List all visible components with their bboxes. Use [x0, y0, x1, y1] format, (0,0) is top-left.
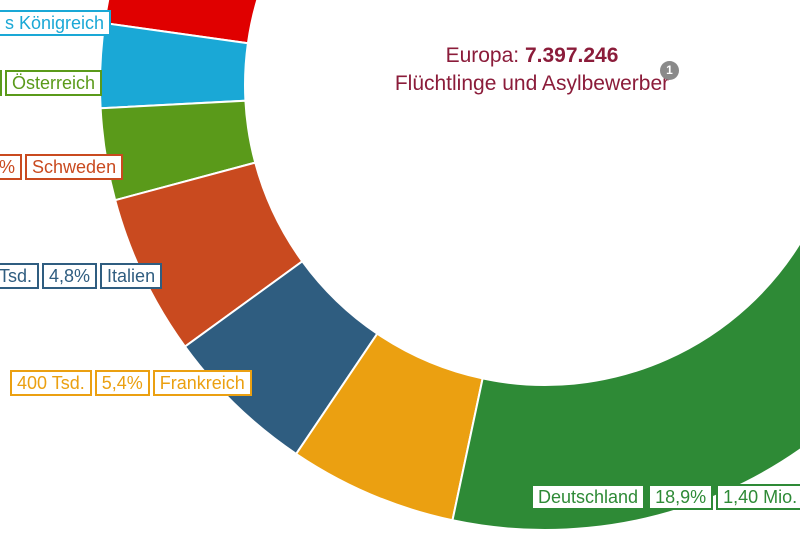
label-value: 400 Tsd.	[10, 370, 92, 396]
label-name: s Königreich	[0, 10, 112, 36]
center-value: 7.397.246	[524, 44, 619, 67]
label-frankreich: 400 Tsd. 5,4% Frankreich	[10, 370, 252, 396]
label-value-cropped	[0, 70, 2, 96]
label-name: Italien	[100, 263, 163, 289]
label-share: 5,4%	[94, 370, 150, 396]
label-schweden: % Schweden	[0, 154, 124, 180]
info-badge[interactable]: 1	[660, 61, 679, 80]
label-share: 4,8%	[42, 263, 98, 289]
label-oesterreich: Österreich	[0, 70, 103, 96]
label-name: Deutschland	[531, 484, 646, 510]
label-name: Frankreich	[152, 370, 252, 396]
label-value: 1,40 Mio.	[716, 484, 800, 510]
label-value: Tsd.	[0, 263, 40, 289]
label-share: 18,9%	[648, 484, 714, 510]
center-title: Europa: 7.397.246 Flüchtlinge und Asylbe…	[372, 42, 692, 98]
center-label: Europa:	[445, 44, 520, 67]
donut-segment-deutschland	[451, 240, 800, 531]
label-italien: Tsd. 4,8% Italien	[0, 263, 163, 289]
label-name: Österreich	[5, 70, 103, 96]
label-deutschland: Deutschland 18,9% 1,40 Mio.	[531, 484, 800, 510]
label-share: %	[0, 154, 23, 180]
label-name: Schweden	[25, 154, 124, 180]
center-subtitle: Flüchtlinge und Asylbewerber	[394, 72, 670, 95]
label-vereinigtes-koenigreich: s Königreich	[0, 10, 112, 36]
